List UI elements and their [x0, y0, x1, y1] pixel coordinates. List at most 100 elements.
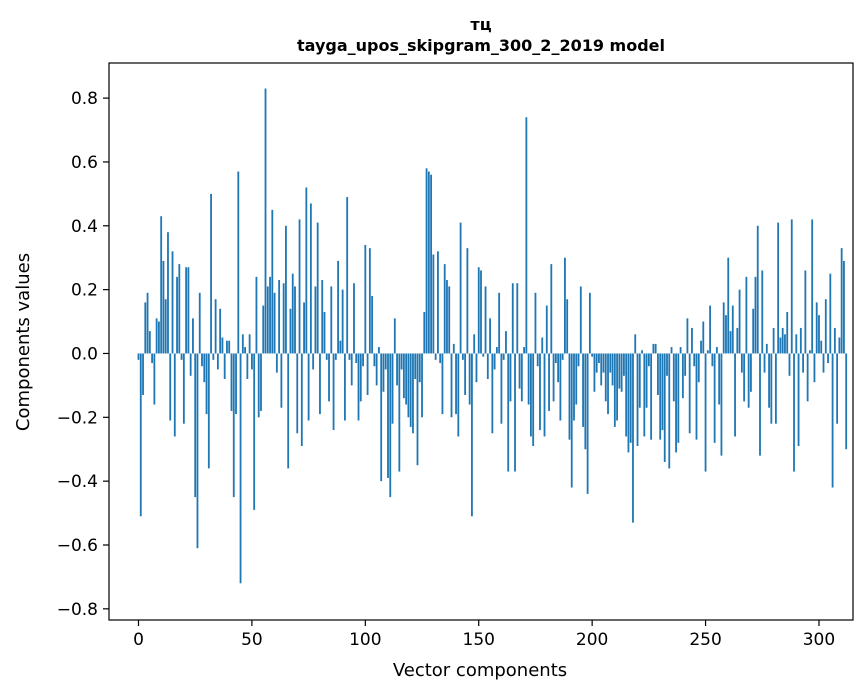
bar — [430, 174, 433, 354]
bar — [160, 216, 163, 354]
bar — [636, 353, 639, 447]
bar — [679, 347, 682, 354]
bar — [568, 353, 571, 440]
bar — [727, 257, 730, 354]
y-tick-label: −0.2 — [57, 408, 98, 428]
bar — [337, 260, 340, 354]
bar — [264, 88, 267, 354]
bar — [570, 353, 573, 488]
bar — [822, 353, 825, 373]
bar — [459, 222, 462, 354]
bar — [793, 353, 795, 472]
bar — [729, 331, 732, 354]
bar — [520, 353, 523, 402]
bar — [157, 321, 160, 354]
bar — [305, 187, 308, 354]
bar — [781, 327, 784, 354]
bar — [763, 353, 766, 373]
bar — [709, 305, 712, 354]
bar — [548, 353, 550, 411]
bar — [838, 337, 841, 354]
bar — [843, 260, 845, 354]
bar — [736, 327, 739, 354]
bar — [577, 353, 580, 367]
bar — [171, 251, 174, 354]
bar — [663, 353, 666, 462]
bar — [250, 353, 253, 370]
bar — [241, 334, 244, 354]
bar — [550, 264, 553, 354]
bar — [407, 353, 410, 418]
x-axis-label: Vector components — [393, 660, 567, 681]
bar — [593, 353, 596, 392]
bar — [627, 353, 630, 453]
bar — [711, 353, 714, 367]
bar — [353, 283, 355, 354]
bar — [389, 353, 392, 498]
bar — [480, 270, 482, 354]
bar — [525, 117, 528, 354]
bar — [527, 353, 530, 405]
x-tick-label: 0 — [133, 630, 144, 650]
bar — [677, 353, 680, 443]
bar — [139, 353, 142, 517]
bar — [359, 353, 362, 402]
bar — [468, 353, 471, 405]
bar — [205, 353, 208, 415]
bar — [833, 327, 836, 354]
bar — [475, 353, 478, 383]
bar — [266, 286, 269, 354]
bar — [244, 347, 247, 354]
bar — [509, 353, 512, 402]
bar — [418, 353, 421, 383]
bar — [564, 257, 566, 354]
bar — [343, 353, 346, 421]
bar — [600, 353, 603, 386]
bar — [375, 353, 378, 386]
bar — [784, 334, 786, 354]
bar — [146, 292, 149, 354]
bar — [455, 353, 457, 415]
bar — [416, 353, 419, 466]
bar — [808, 350, 811, 354]
bar — [586, 353, 589, 494]
bar — [409, 353, 412, 427]
bar — [802, 353, 805, 373]
bar — [287, 353, 290, 469]
bar — [291, 273, 294, 354]
bar — [232, 353, 235, 498]
bar — [239, 353, 242, 584]
bar — [477, 267, 480, 354]
bar — [625, 353, 628, 437]
bar — [774, 353, 777, 424]
bar — [684, 353, 687, 376]
y-tick-label: 0.2 — [71, 281, 98, 301]
bar — [223, 353, 226, 380]
bar — [604, 353, 607, 402]
bar — [559, 353, 562, 421]
bar — [498, 292, 501, 354]
bar — [702, 321, 705, 354]
bar — [371, 296, 374, 354]
x-tick-label: 300 — [803, 630, 835, 650]
bar — [398, 353, 401, 472]
bar — [788, 353, 791, 376]
chart-title: тц — [470, 15, 491, 34]
bar — [393, 318, 396, 354]
bar — [142, 353, 144, 395]
bar — [641, 350, 643, 354]
bar — [432, 254, 435, 354]
bar — [212, 353, 215, 360]
bar — [207, 353, 210, 469]
bar — [786, 311, 789, 354]
bar — [827, 353, 829, 364]
bar — [362, 353, 364, 367]
bar — [693, 353, 696, 367]
bar — [804, 270, 807, 354]
bar — [491, 353, 494, 434]
bar — [271, 209, 274, 354]
bar — [566, 299, 569, 354]
bar — [368, 248, 371, 354]
bar — [473, 334, 476, 354]
bar — [405, 353, 408, 405]
